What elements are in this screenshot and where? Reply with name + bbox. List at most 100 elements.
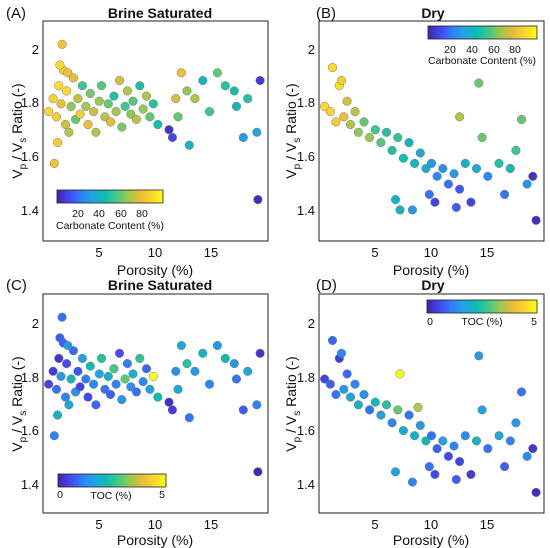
scatter-point — [353, 400, 363, 410]
scatter-point — [128, 96, 138, 106]
scatter-point — [443, 451, 453, 461]
scatter-point — [466, 197, 476, 207]
scatter-point — [390, 195, 401, 205]
colorbar-label: TOC (%) — [461, 316, 502, 328]
colorbar-gradient — [57, 473, 167, 488]
scatter-point — [184, 413, 194, 423]
scatter-point — [327, 335, 338, 345]
scatter-point — [204, 379, 215, 389]
scatter-point — [96, 353, 107, 363]
scatter-point — [120, 374, 130, 384]
scatter-point — [345, 119, 356, 130]
colorbar-label: Carbonate Content (%) — [428, 55, 536, 67]
scatter-point — [145, 112, 155, 122]
scatter-point — [138, 377, 148, 387]
scatter-point — [455, 184, 465, 194]
scatter-point — [327, 63, 338, 73]
panel-b-ytick: 1.4 — [297, 203, 315, 218]
scatter-point — [212, 340, 222, 351]
scatter-point — [505, 163, 515, 174]
scatter-point — [531, 215, 541, 225]
scatter-point — [231, 374, 242, 384]
scatter-point — [238, 132, 248, 143]
scatter-point — [477, 405, 487, 415]
scatter-point — [190, 94, 200, 104]
scatter-point — [167, 405, 177, 415]
scatter-point — [522, 451, 532, 461]
colorbar-gradient — [427, 25, 538, 40]
scatter-point — [54, 353, 64, 363]
scatter-point — [432, 171, 442, 181]
panel-a-xlabel: Porosity (%) — [117, 262, 193, 278]
panel-b-ylabel: Vp / Vs Ratio (-) — [283, 83, 303, 178]
scatter-point — [167, 132, 177, 143]
scatter-point — [407, 205, 417, 215]
scatter-point — [516, 387, 527, 397]
scatter-point — [75, 382, 85, 392]
scatter-point — [432, 444, 442, 454]
panel-c-ylabel: Vp / Vs Ratio (-) — [9, 356, 29, 451]
scatter-point — [141, 364, 152, 374]
scatter-point — [83, 392, 93, 402]
scatter-point — [320, 101, 330, 111]
scatter-point — [81, 101, 91, 111]
scatter-point — [73, 366, 83, 376]
scatter-point — [49, 431, 59, 441]
scatter-point — [173, 384, 183, 394]
panel-c-yticks: 2 1.8 1.6 1.4 — [21, 316, 39, 492]
scatter-point — [353, 127, 363, 137]
scatter-point — [109, 364, 119, 374]
panel-d-axes — [318, 293, 545, 514]
scatter-point — [381, 400, 392, 410]
scatter-point — [320, 374, 330, 384]
panel-d-xlabel: Porosity (%) — [393, 532, 469, 548]
scatter-point — [253, 195, 263, 205]
panel-c-xticks: 5 10 15 — [95, 517, 218, 532]
scatter-point — [243, 366, 253, 376]
panel-d-ytick: 1.8 — [297, 370, 315, 385]
scatter-point — [424, 462, 434, 472]
colorbar-gradient — [426, 299, 538, 314]
scatter-point — [438, 436, 448, 446]
scatter-point — [55, 60, 65, 70]
panel-b-ytick: 1.8 — [297, 95, 315, 110]
scatter-point — [182, 86, 192, 96]
scatter-point — [494, 158, 504, 168]
panel-c: (C) Brine Saturated 2 1.8 1.6 1.4 5 10 1… — [6, 277, 269, 548]
scatter-point — [117, 395, 127, 405]
scatter-point — [128, 369, 138, 379]
panel-d-letter: (D) — [316, 277, 337, 294]
scatter-point — [49, 158, 59, 168]
scatter-point — [415, 420, 425, 430]
scatter-point — [398, 426, 408, 436]
panel-c-xtick: 10 — [148, 517, 162, 532]
scatter-point — [48, 366, 58, 376]
scatter-point — [331, 117, 341, 127]
panel-a-yticks: 2 1.8 1.6 1.4 — [21, 42, 39, 218]
scatter-point — [126, 109, 136, 119]
panel-a-xticks: 5 10 15 — [95, 245, 218, 260]
scatter-point — [511, 418, 521, 428]
scatter-point — [54, 81, 64, 91]
scatter-point — [471, 163, 482, 174]
colorbar-tick: 40 — [466, 44, 478, 56]
scatter-point — [105, 389, 116, 400]
scatter-point — [522, 179, 532, 189]
panel-a-ytick: 1.8 — [21, 95, 39, 110]
panel-a-xtick: 5 — [95, 245, 102, 260]
colorbar-label: Carbonate Content (%) — [56, 220, 164, 232]
panel-c-xlabel: Porosity (%) — [117, 532, 193, 548]
scatter-point — [500, 462, 510, 472]
scatter-point — [449, 169, 459, 179]
scatter-point — [135, 353, 145, 363]
scatter-point — [77, 81, 87, 91]
scatter-point — [229, 359, 239, 369]
scatter-point — [85, 88, 95, 99]
colorbar-gradient — [56, 189, 164, 204]
scatter-point — [48, 94, 58, 104]
panel-b-xtick: 5 — [371, 245, 378, 260]
scatter-point — [387, 145, 397, 155]
panel-b-ytick: 2 — [308, 42, 315, 57]
scatter-point — [460, 158, 470, 168]
